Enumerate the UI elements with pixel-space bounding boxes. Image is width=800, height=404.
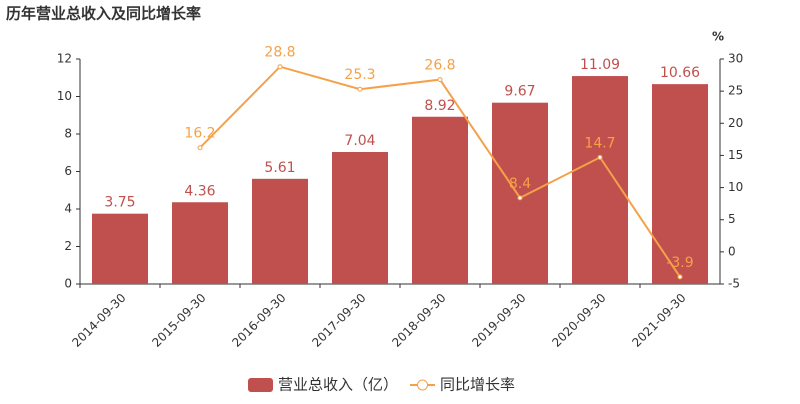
legend-label: 营业总收入（亿） (278, 376, 398, 394)
x-tick-label: 2017-09-30 (309, 291, 368, 350)
bar (412, 116, 468, 284)
line-point (677, 274, 683, 280)
y-tick-label: 6 (64, 164, 72, 178)
bar-value-label: 3.75 (104, 195, 135, 211)
line-value-label: 26.8 (424, 58, 455, 74)
bar (172, 202, 228, 284)
x-tick-label: 2018-09-30 (389, 291, 448, 350)
bar-value-label: 10.66 (660, 65, 700, 81)
y-tick-label: 10 (57, 89, 72, 103)
x-tick-label: 2019-09-30 (469, 291, 528, 350)
line-value-label: -3.9 (666, 255, 693, 271)
bar (252, 178, 308, 284)
line-point (197, 145, 203, 151)
line-point (357, 86, 363, 92)
bar-value-label: 5.61 (264, 160, 295, 176)
bar (92, 213, 148, 284)
bar (492, 102, 548, 284)
legend-swatch (417, 379, 429, 391)
line-point (517, 195, 523, 201)
line-point (597, 154, 603, 160)
bar-value-label: 8.92 (424, 98, 455, 114)
x-tick-label: 2015-09-30 (149, 291, 208, 350)
y-tick-label: 8 (64, 127, 72, 141)
chart-title: 历年营业总收入及同比增长率 (6, 5, 201, 23)
bar (332, 152, 388, 284)
y2-tick-label: 20 (728, 116, 743, 130)
legend-swatch (248, 378, 273, 392)
line-point (277, 64, 283, 70)
bar (572, 76, 628, 284)
x-tick-label: 2021-09-30 (629, 291, 688, 350)
y2-tick-label: 10 (728, 180, 743, 194)
bar-value-label: 9.67 (504, 84, 535, 100)
y2-tick-label: 15 (728, 148, 743, 162)
y2-tick-label: 25 (728, 84, 743, 98)
y-tick-label: 12 (57, 52, 72, 66)
x-tick-label: 2020-09-30 (549, 291, 608, 350)
y-tick-label: 0 (64, 277, 72, 291)
bar-value-label: 4.36 (184, 183, 215, 199)
y2-tick-label: 30 (728, 52, 743, 66)
y2-tick-label: 5 (728, 212, 736, 226)
legend-label: 同比增长率 (440, 376, 515, 394)
bar-value-label: 11.09 (580, 57, 620, 73)
line-value-label: 28.8 (264, 45, 295, 61)
y2-tick-label: 0 (728, 244, 736, 258)
y-tick-label: 2 (64, 239, 72, 253)
line-value-label: 8.4 (509, 176, 531, 192)
line-value-label: 16.2 (184, 126, 215, 142)
x-tick-label: 2016-09-30 (229, 291, 288, 350)
x-tick-label: 2014-09-30 (69, 291, 128, 350)
bar-value-label: 7.04 (344, 133, 375, 149)
y2-tick-label: -5 (728, 277, 740, 291)
line-value-label: 14.7 (584, 135, 615, 151)
line-value-label: 25.3 (344, 67, 375, 83)
y2-axis-label: % (712, 30, 724, 44)
y-tick-label: 4 (64, 202, 72, 216)
line-point (437, 77, 443, 83)
